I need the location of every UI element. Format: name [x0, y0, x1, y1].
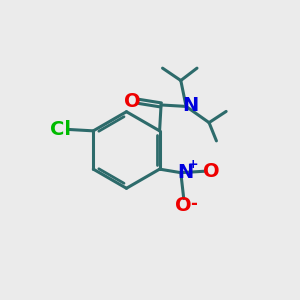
- Text: N: N: [183, 96, 199, 115]
- Text: +: +: [188, 158, 199, 171]
- Text: Cl: Cl: [50, 120, 70, 139]
- Text: O: O: [203, 162, 220, 181]
- Text: O: O: [124, 92, 141, 111]
- Text: -: -: [190, 196, 197, 214]
- Text: O: O: [176, 196, 192, 214]
- Text: N: N: [177, 163, 193, 182]
